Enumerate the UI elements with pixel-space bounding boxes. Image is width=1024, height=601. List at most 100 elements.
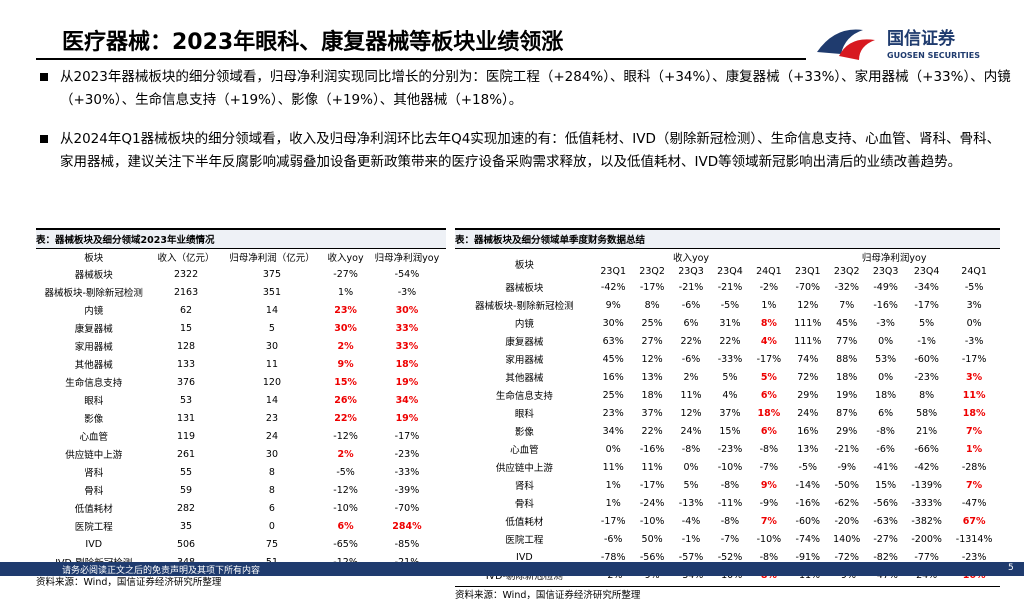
table-title: 表：器械板块及细分领域2023年业绩情况	[36, 228, 446, 249]
cell: -82%	[873, 551, 898, 563]
header-cell: 板块	[84, 253, 104, 264]
cell: 7%	[839, 299, 855, 311]
cell: -33%	[717, 353, 743, 365]
cell: 7%	[966, 479, 983, 491]
cell: -9%	[837, 461, 856, 473]
cell: 67%	[962, 515, 986, 527]
cell: 11%	[641, 461, 663, 473]
page: 医疗器械：2023年眼科、康复器械等板块业绩领涨 国信证券 GUOSEN SEC…	[0, 28, 1024, 601]
cell: 19%	[395, 376, 419, 388]
cell: 13%	[641, 371, 663, 383]
cell: -42%	[914, 461, 939, 473]
cell: 18%	[395, 358, 419, 370]
cell: -8%	[720, 479, 740, 491]
cell: -23%	[717, 443, 743, 455]
cell: -382%	[911, 515, 942, 527]
cell: -39%	[394, 484, 420, 496]
cell: 16%	[602, 371, 624, 383]
cell: -70%	[394, 502, 420, 514]
cell: 18%	[757, 407, 781, 419]
cell: 23%	[334, 304, 357, 316]
cell: 5%	[919, 317, 935, 329]
table-row: 医院工程 -6% 50% -1% -7% -10% -74% 140% -27% -200% -13…	[455, 530, 1000, 548]
cell: -21%	[717, 281, 743, 293]
cell: 0%	[605, 443, 621, 455]
cell: 康复器械	[505, 337, 544, 348]
cell: 34%	[395, 394, 419, 406]
cell: -5%	[336, 466, 355, 478]
cell: -1%	[681, 533, 701, 545]
cell: -3%	[876, 317, 895, 329]
cell: 19%	[395, 412, 419, 424]
cell: 肾科	[84, 468, 104, 479]
cell: -57%	[678, 551, 704, 563]
cell: -49%	[873, 281, 898, 293]
cell: -5%	[720, 299, 740, 311]
cell: -52%	[717, 551, 743, 563]
cell: 5%	[683, 479, 699, 491]
table-row: 低值耗材 282 6 -10% -70%	[36, 499, 446, 517]
cell: 58%	[916, 407, 938, 419]
cell: 351	[262, 286, 282, 298]
table-row: 器械板块-剔除新冠检测 2163 351 1% -3%	[36, 283, 446, 301]
cell: 0%	[878, 335, 894, 347]
cell: -62%	[834, 497, 859, 509]
cell: 康复器械	[74, 324, 113, 335]
header-cell: 23Q4	[717, 266, 743, 277]
cell: 供应链中上游	[65, 450, 123, 461]
header-cell: 归母净利润yoy	[861, 253, 927, 264]
cell: 30%	[334, 322, 357, 334]
cell: 4%	[760, 335, 777, 347]
cell: -8%	[681, 443, 701, 455]
cell: -1%	[917, 335, 936, 347]
cell: -34%	[914, 281, 939, 293]
cell: 12%	[680, 407, 702, 419]
page-number: 5	[1008, 563, 1014, 573]
cell: 其他器械	[505, 373, 544, 384]
cell: -27%	[333, 268, 358, 280]
cell: 55	[179, 466, 193, 478]
cell: 6%	[683, 317, 699, 329]
cell: 131	[176, 412, 196, 424]
cell: 器械板块	[74, 270, 113, 281]
cell: -42%	[600, 281, 626, 293]
cell: -13%	[678, 497, 704, 509]
cell: -21%	[834, 443, 859, 455]
cell: -16%	[639, 443, 665, 455]
table-row: 骨科 1% -24% -13% -11% -9% -16% -62% -56% -333% -47%	[455, 494, 1000, 512]
table-row: 眼科 53 14 26% 34%	[36, 391, 446, 409]
cell: -78%	[600, 551, 626, 563]
cell: -20%	[834, 515, 859, 527]
table-row: 器械板块-剔除新冠检测 9% 8% -6% -5% 1% 12% 7% -16% -17% 3%	[455, 296, 1000, 314]
cell: 30	[265, 448, 278, 460]
header-cell: 23Q1	[794, 266, 821, 277]
cell: 医院工程	[505, 535, 544, 546]
cell: -91%	[795, 551, 821, 563]
cell: 8	[268, 466, 275, 478]
table-row: 家用器械 45% 12% -6% -33% -17% 74% 88% 53% -60% -17%	[455, 350, 1000, 368]
cell: -17%	[639, 281, 665, 293]
cell: 29%	[836, 425, 858, 437]
cell: 其他器械	[74, 360, 113, 371]
cell: 内镜	[84, 306, 104, 317]
cell: -333%	[911, 497, 942, 509]
table-row: IVD -78% -56% -57% -52% -8% -91% -72% -82% -77% -2…	[455, 548, 1000, 566]
source: 资料来源：Wind，国信证券经济研究所整理	[455, 586, 1000, 601]
cell: -10%	[756, 533, 782, 545]
cell: -23%	[961, 551, 987, 563]
cell: -27%	[873, 533, 898, 545]
cell: 6%	[878, 407, 894, 419]
header-cell: 23Q1	[600, 266, 626, 277]
cell: -8%	[720, 515, 740, 527]
cell: 影像	[514, 427, 534, 438]
cell: 肾科	[514, 481, 534, 492]
cell: 88%	[836, 353, 858, 365]
cell: -10%	[333, 502, 358, 514]
table: 板块 收入（亿元） 归母净利润（亿元） 收入yoy 归母净利润yoy 器械板块 2322 37…	[36, 249, 446, 571]
cell: 34%	[602, 425, 624, 437]
cell: 18%	[962, 407, 986, 419]
cell: 家用器械	[74, 342, 113, 353]
cell: -5%	[798, 461, 818, 473]
cell: 375	[262, 268, 282, 280]
cell: -3%	[964, 335, 984, 347]
